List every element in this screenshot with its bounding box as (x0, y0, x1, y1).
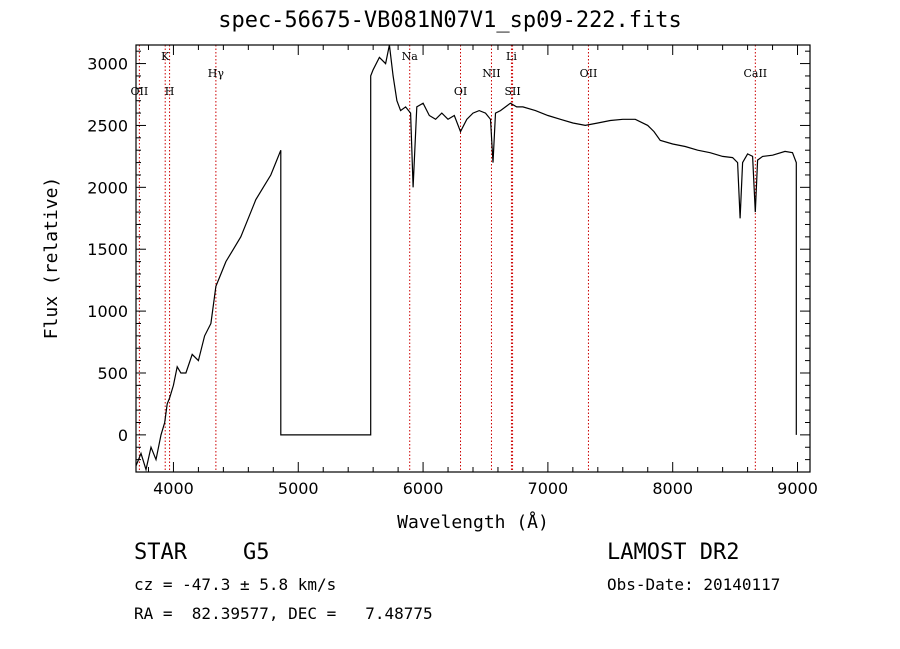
emission-line-markers: OII K H Hγ Na OI NII Li SII OII CaII (131, 45, 767, 472)
x-tick-label: 4000 (153, 479, 194, 498)
marker-label: Na (402, 50, 419, 63)
marker-label: K (161, 50, 170, 63)
marker-label: OII (131, 85, 149, 98)
marker-label: SII (504, 85, 520, 98)
y-tick-label: 2500 (87, 116, 128, 135)
y-tick-label: 2000 (87, 178, 128, 197)
survey-name: LAMOST DR2 (607, 540, 740, 565)
axis-ticks: 4000 5000 6000 7000 8000 9000 0 500 1000 1500 2000… (87, 45, 818, 498)
x-tick-label: 6000 (403, 479, 444, 498)
marker-label: CaII (743, 67, 767, 80)
y-tick-label: 1500 (87, 240, 128, 259)
marker-label: Hγ (208, 67, 225, 80)
chart-title: spec-56675-VB081N07V1_sp09-222.fits (218, 8, 682, 33)
redshift-cz: cz = -47.3 ± 5.8 km/s (134, 575, 337, 594)
object-subclass: G5 (243, 540, 270, 565)
x-axis-label: Wavelength (Å) (397, 511, 549, 533)
y-tick-label: 3000 (87, 55, 128, 74)
y-tick-label: 500 (97, 364, 128, 383)
marker-label: OI (454, 85, 467, 98)
y-tick-label: 1000 (87, 302, 128, 321)
marker-label: H (165, 85, 175, 98)
y-tick-label: 0 (118, 426, 128, 445)
marker-label: NII (482, 67, 500, 80)
object-class: STAR (134, 540, 187, 565)
x-tick-label: 8000 (652, 479, 693, 498)
marker-label: Li (506, 50, 517, 63)
x-tick-label: 5000 (278, 479, 319, 498)
coordinates: RA = 82.39577, DEC = 7.48775 (134, 604, 433, 623)
x-tick-label: 9000 (777, 479, 818, 498)
y-axis-label: Flux (relative) (41, 177, 62, 340)
x-tick-label: 7000 (528, 479, 569, 498)
marker-label: OII (580, 67, 598, 80)
observation-date: Obs-Date: 20140117 (607, 575, 781, 594)
spectrum-line (135, 44, 797, 472)
